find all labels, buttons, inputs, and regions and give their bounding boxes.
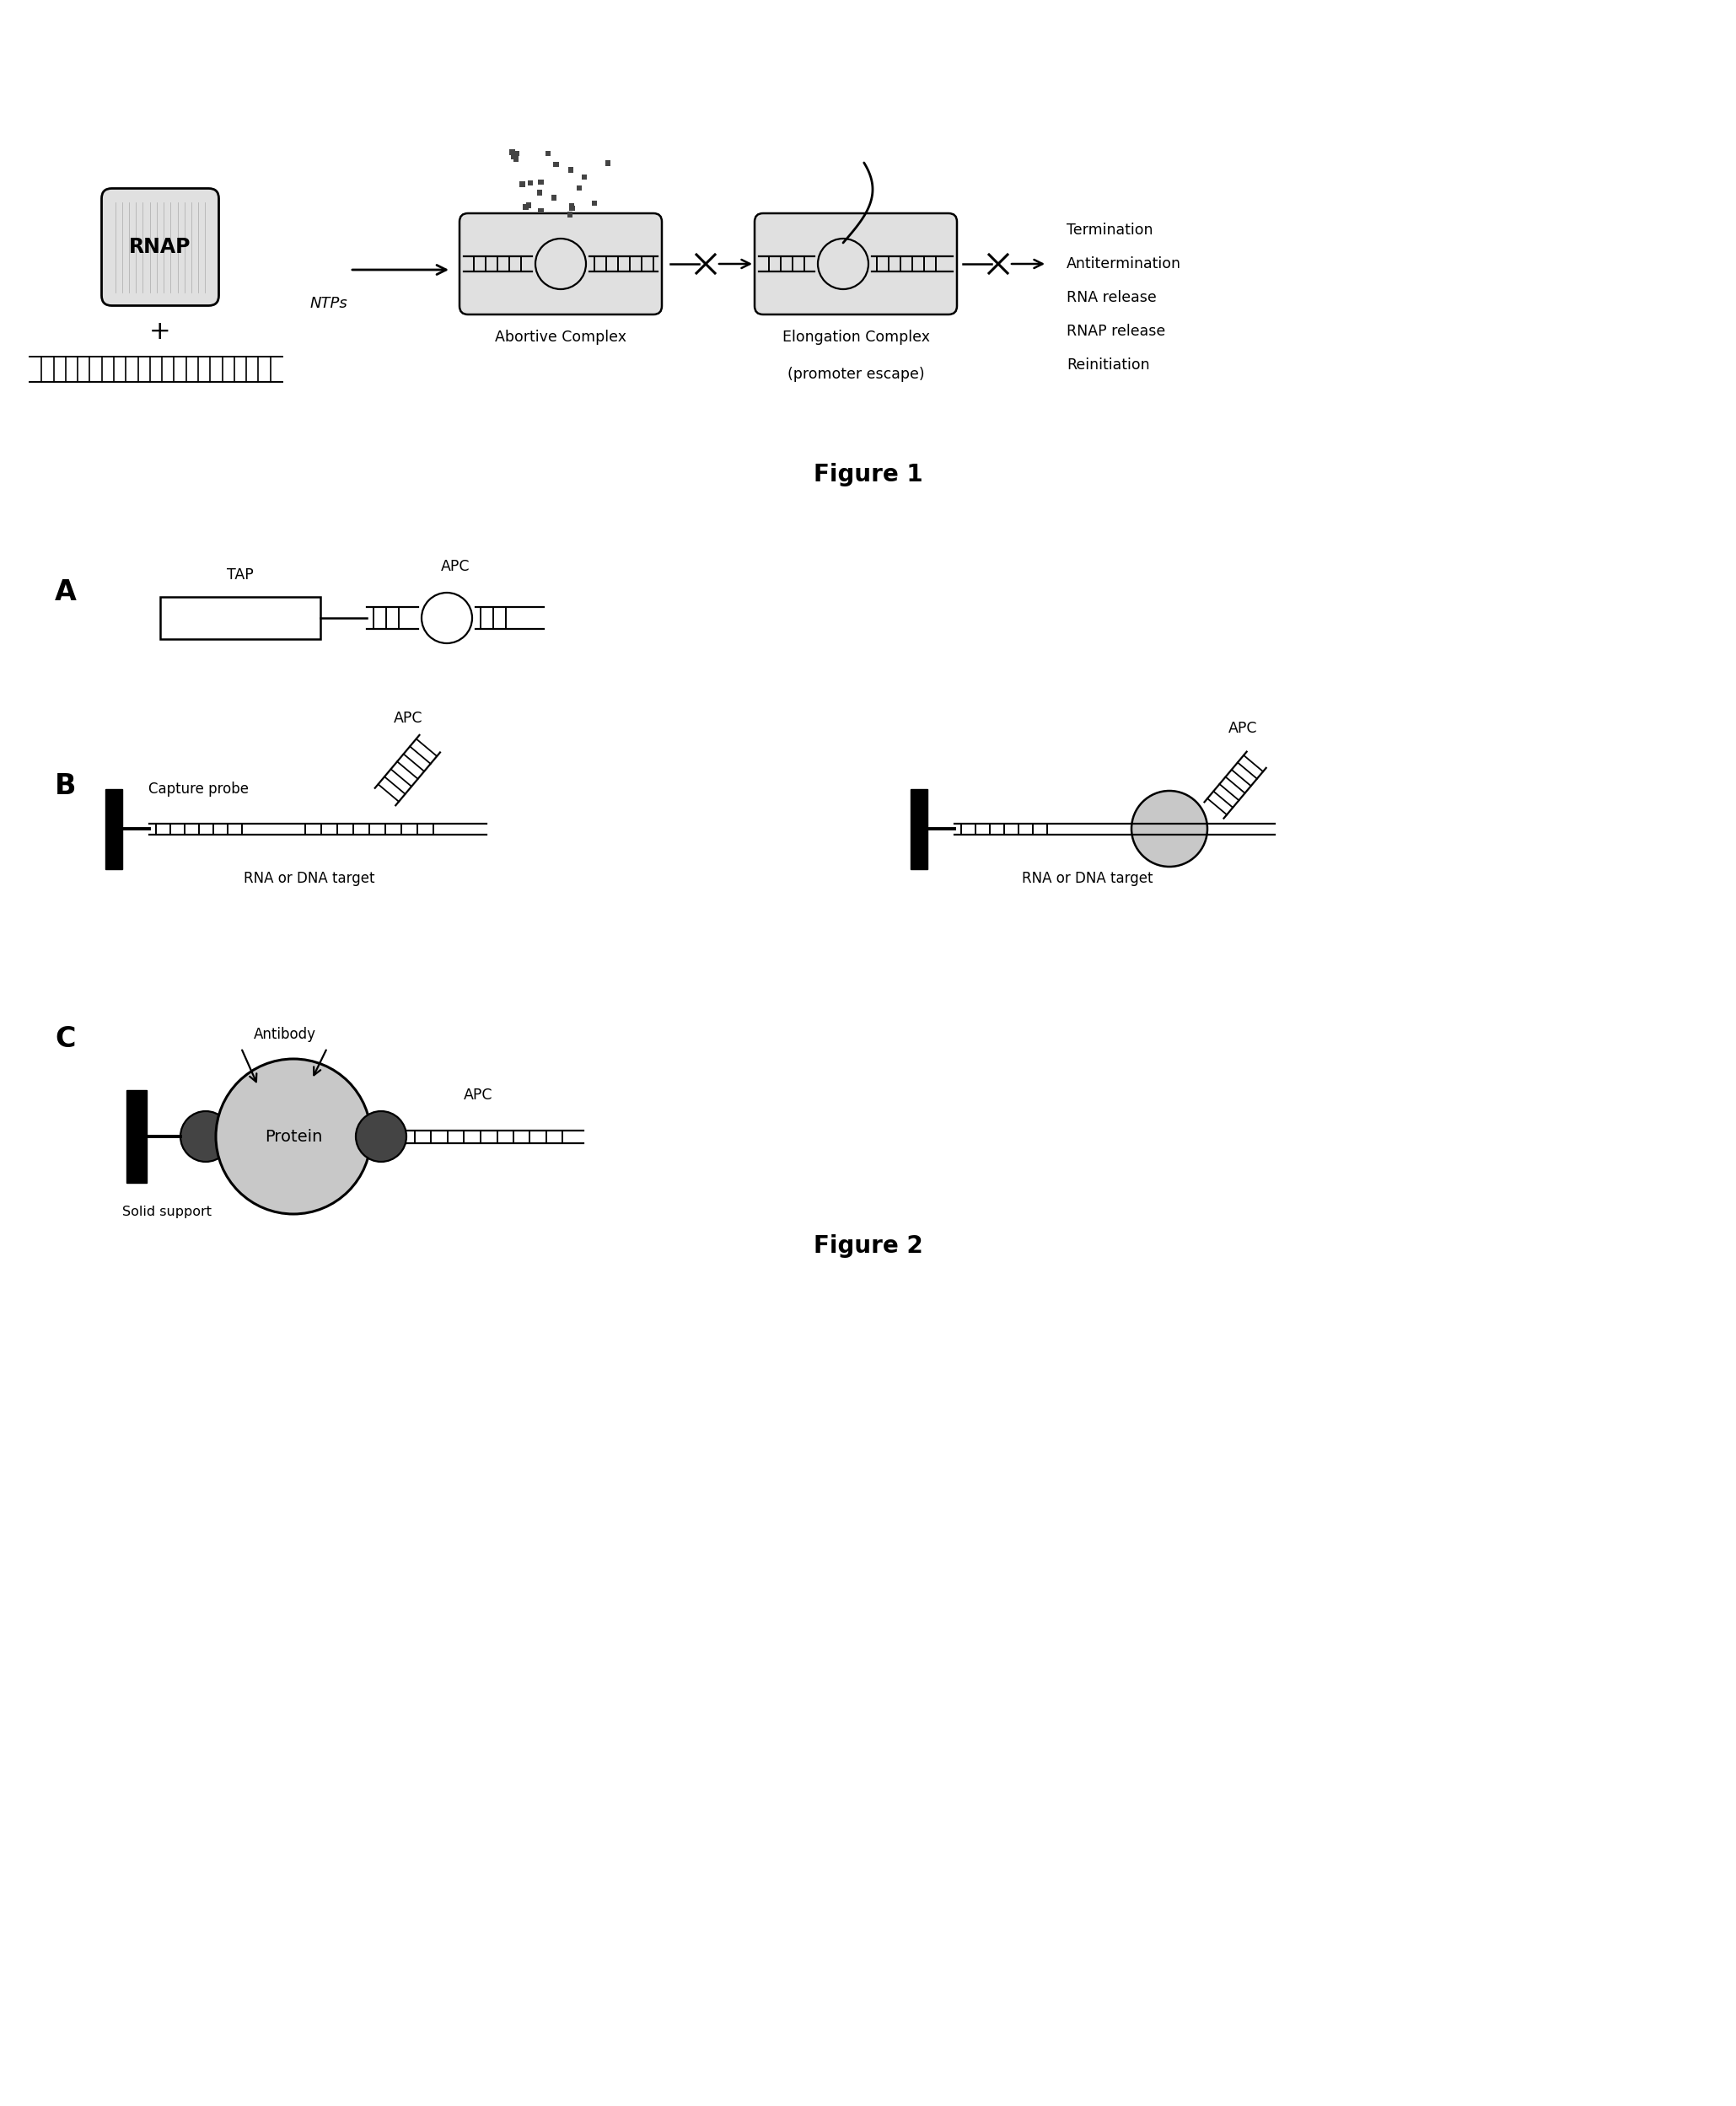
Bar [514, 152, 519, 156]
Text: Elongation Complex: Elongation Complex [781, 331, 929, 345]
Bar [106, 788, 122, 870]
Bar [528, 181, 533, 185]
Bar [538, 208, 543, 213]
Text: B: B [56, 773, 76, 800]
Text: RNAP release: RNAP release [1066, 324, 1165, 339]
Text: Abortive Complex: Abortive Complex [495, 331, 627, 345]
Bar [160, 596, 321, 638]
Circle shape [215, 1059, 372, 1213]
FancyBboxPatch shape [460, 213, 661, 314]
Circle shape [181, 1112, 231, 1163]
Text: +: + [149, 320, 172, 343]
Bar [538, 179, 543, 185]
Text: Antibody: Antibody [253, 1028, 316, 1042]
FancyBboxPatch shape [755, 213, 957, 314]
Bar [523, 204, 529, 211]
Bar [519, 181, 526, 187]
Text: Solid support: Solid support [122, 1205, 212, 1217]
Text: Figure 1: Figure 1 [814, 463, 924, 486]
Text: Termination: Termination [1066, 223, 1153, 238]
Text: APC: APC [394, 710, 422, 727]
Text: C: C [56, 1026, 75, 1053]
Text: RNAP: RNAP [128, 236, 191, 257]
Text: APC: APC [464, 1087, 493, 1104]
Bar [550, 196, 557, 200]
Bar [568, 211, 573, 217]
Text: Capture probe: Capture probe [148, 781, 248, 796]
Text: TAP: TAP [227, 567, 253, 583]
Text: Reinitiation: Reinitiation [1066, 358, 1149, 373]
Text: Protein: Protein [264, 1129, 323, 1144]
Bar [127, 1091, 148, 1184]
Text: RNA or DNA target: RNA or DNA target [243, 872, 375, 887]
Bar [536, 190, 542, 196]
Text: RNA or DNA target: RNA or DNA target [1023, 872, 1153, 887]
Text: (promoter escape): (promoter escape) [786, 366, 924, 381]
FancyBboxPatch shape [102, 187, 219, 305]
Circle shape [422, 592, 472, 642]
Text: NTPs: NTPs [311, 297, 347, 312]
Text: Figure 2: Figure 2 [814, 1234, 924, 1257]
Bar [554, 162, 559, 166]
Text: Antitermination: Antitermination [1066, 257, 1180, 272]
Bar [510, 154, 516, 158]
Bar [911, 788, 927, 870]
Bar [606, 160, 611, 166]
Circle shape [356, 1112, 406, 1163]
Circle shape [535, 238, 587, 289]
Bar [569, 206, 575, 211]
Circle shape [1132, 792, 1207, 868]
Text: APC: APC [1229, 720, 1257, 735]
Bar [576, 185, 582, 190]
Bar [592, 200, 597, 206]
Bar [526, 202, 531, 208]
Text: RNA release: RNA release [1066, 291, 1156, 305]
Text: APC: APC [441, 558, 470, 575]
Bar [545, 152, 550, 156]
Bar [582, 175, 587, 179]
Bar [568, 166, 573, 173]
Text: A: A [56, 579, 76, 607]
Bar [509, 150, 516, 156]
Bar [514, 156, 519, 162]
Circle shape [818, 238, 868, 289]
Bar [569, 204, 575, 208]
